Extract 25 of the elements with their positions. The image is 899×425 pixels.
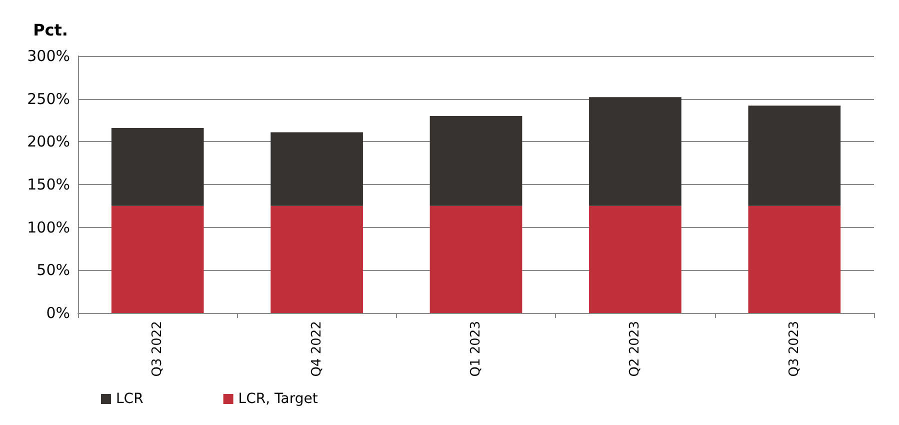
bar (430, 116, 522, 206)
bar (111, 206, 204, 313)
bar (748, 206, 841, 313)
bar (589, 97, 682, 206)
y-tick-label: 100% (27, 218, 70, 236)
bar (270, 132, 363, 206)
bar (748, 106, 841, 206)
x-tick-label: Q3 2023 (786, 321, 802, 377)
legend-label: LCR, Target (238, 391, 318, 407)
y-tick-label: 50% (36, 261, 70, 280)
y-tick-label: 250% (27, 90, 70, 108)
legend-label: LCR (116, 391, 144, 407)
x-tick-label: Q1 2023 (468, 321, 484, 377)
x-tick-label: Q4 2022 (309, 321, 324, 377)
y-axis-title: Pct. (33, 20, 68, 40)
x-tick-label: Q2 2023 (628, 321, 643, 377)
bar (111, 128, 204, 206)
y-tick-label: 150% (27, 176, 70, 194)
y-tick-label: 200% (27, 132, 70, 151)
x-tick-label: Q3 2022 (150, 321, 166, 377)
y-tick-label: 0% (46, 304, 70, 322)
bar (270, 206, 363, 313)
bar (430, 206, 522, 313)
bar (589, 206, 682, 313)
y-tick-label: 300% (27, 47, 70, 65)
